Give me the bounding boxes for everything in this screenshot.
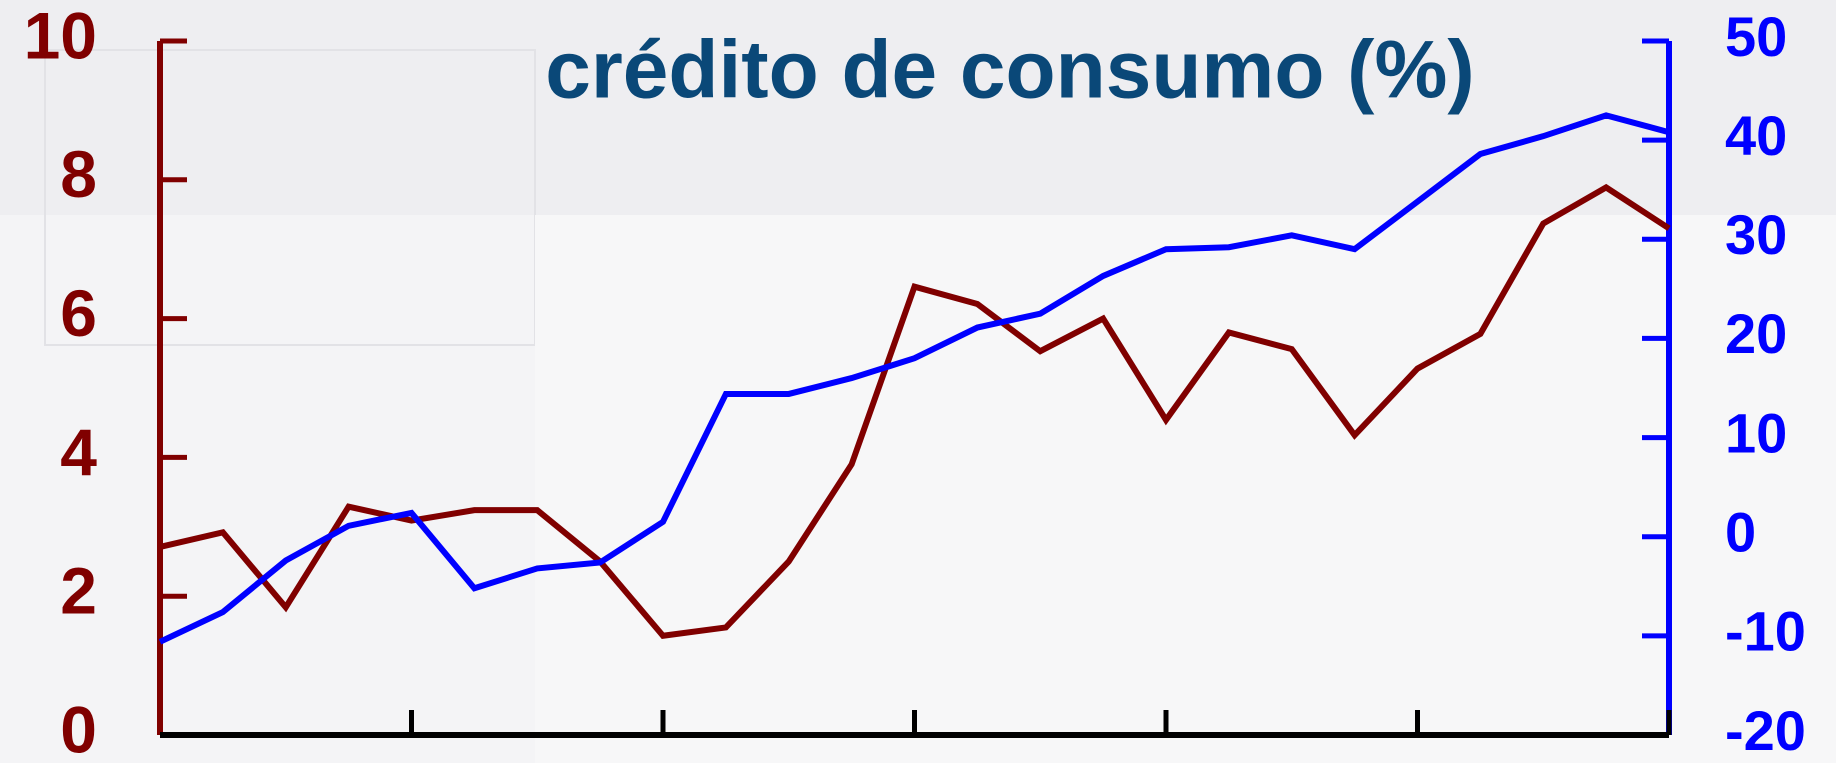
y2-tick-label: 0 xyxy=(1725,501,1756,564)
y2-tick-label: 10 xyxy=(1725,401,1787,464)
y-tick-label: 6 xyxy=(60,276,97,350)
y2-tick-label: 30 xyxy=(1725,203,1787,266)
y-tick-label: 8 xyxy=(60,137,97,211)
y-tick-label: 10 xyxy=(24,0,97,72)
y-tick-label: 0 xyxy=(60,692,97,763)
series-line xyxy=(159,183,1671,639)
y-tick-label: 4 xyxy=(60,415,97,489)
y2-tick-label: 40 xyxy=(1725,104,1787,167)
background-panel xyxy=(535,215,1836,763)
y-tick-label: 2 xyxy=(60,554,97,628)
y2-tick-label: 20 xyxy=(1725,302,1787,365)
series-line xyxy=(158,112,1670,645)
chart-title: crédito de consumo (%) xyxy=(545,25,1474,116)
y2-tick-label: -20 xyxy=(1725,699,1806,762)
y2-tick-label: -10 xyxy=(1725,600,1806,663)
background-panel xyxy=(44,49,536,346)
background-band xyxy=(0,0,1836,215)
y2-tick-label: 50 xyxy=(1725,5,1787,68)
